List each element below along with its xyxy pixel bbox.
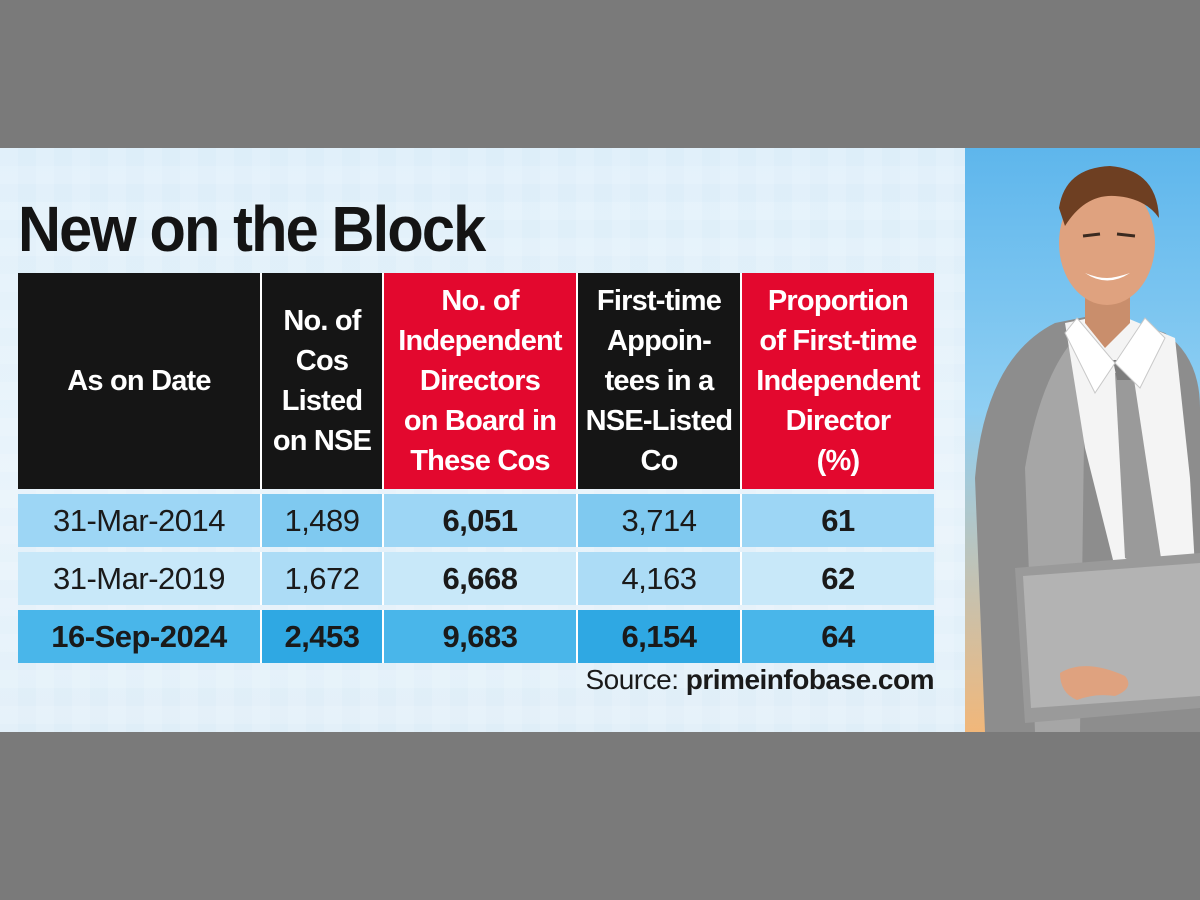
table-cell-cos-listed: 1,672: [262, 552, 384, 605]
table-cell-date: 16-Sep-2024: [18, 610, 262, 663]
table-header-row: As on Date No. of Cos Listed on NSE No. …: [18, 273, 934, 489]
source-note: Source: primeinfobase.com: [585, 664, 934, 696]
table-row: 16-Sep-2024 2,453 9,683 6,154 64: [18, 610, 934, 663]
table-cell-date: 31-Mar-2019: [18, 552, 262, 605]
table-cell-independent-directors: 6,668: [384, 552, 578, 605]
table-cell-proportion: 61: [742, 494, 934, 547]
source-value: primeinfobase.com: [685, 664, 935, 695]
column-header-date: As on Date: [18, 273, 262, 489]
column-header-independent-directors: No. of Independent Directors on Board in…: [384, 273, 578, 489]
businessman-with-laptop-illustration: [965, 148, 1200, 732]
table-row: 31-Mar-2019 1,672 6,668 4,163 62: [18, 552, 934, 605]
table-cell-first-time-appointees: 6,154: [578, 610, 742, 663]
infographic-card: New on the Block As on Date No. of Cos L…: [0, 148, 1200, 732]
data-table: As on Date No. of Cos Listed on NSE No. …: [18, 273, 934, 663]
headline: New on the Block: [18, 193, 486, 265]
table-cell-first-time-appointees: 4,163: [578, 552, 742, 605]
table-cell-independent-directors: 9,683: [384, 610, 578, 663]
table-cell-first-time-appointees: 3,714: [578, 494, 742, 547]
column-header-first-time-appointees: First-time Appoin- tees in a NSE-Listed …: [578, 273, 742, 489]
businessman-illustration-svg: [975, 166, 1200, 732]
table-cell-proportion: 62: [742, 552, 934, 605]
table-cell-cos-listed: 2,453: [262, 610, 384, 663]
column-header-cos-listed: No. of Cos Listed on NSE: [262, 273, 384, 489]
table-cell-proportion: 64: [742, 610, 934, 663]
source-label: Source:: [585, 664, 679, 695]
table-cell-date: 31-Mar-2014: [18, 494, 262, 547]
table-row: 31-Mar-2014 1,489 6,051 3,714 61: [18, 494, 934, 547]
table-cell-independent-directors: 6,051: [384, 494, 578, 547]
column-header-proportion: Proportion of First-time Independent Dir…: [742, 273, 934, 489]
table-cell-cos-listed: 1,489: [262, 494, 384, 547]
